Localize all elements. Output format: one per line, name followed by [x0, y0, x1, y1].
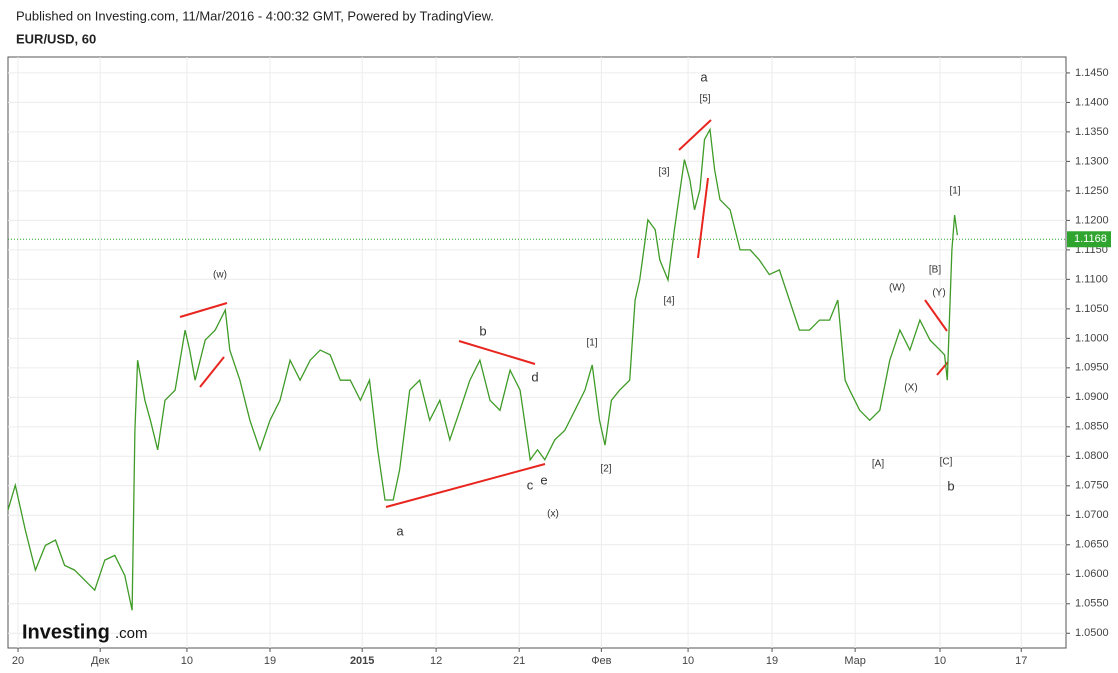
x-tick-label: 21	[513, 655, 525, 667]
y-tick-label: 1.0900	[1075, 391, 1109, 403]
y-tick-label: 1.0850	[1075, 421, 1109, 433]
grid	[8, 57, 1066, 648]
y-tick-label: 1.1000	[1075, 332, 1109, 344]
x-tick-label: 19	[766, 655, 778, 667]
x-tick-label: 10	[181, 655, 193, 667]
wave-label: d	[531, 369, 538, 384]
wave-label: [B]	[929, 265, 941, 276]
logo-brand: Investing	[22, 621, 110, 643]
x-tick-label: 17	[1015, 655, 1027, 667]
plot-frame	[7, 56, 1067, 649]
wave-label: a	[396, 523, 404, 538]
wave-label: [1]	[586, 338, 597, 349]
trend-line	[697, 177, 709, 259]
published-note: Published on Investing.com, 11/Mar/2016 …	[16, 8, 494, 23]
y-tick-label: 1.1250	[1075, 185, 1109, 197]
y-tick-label: 1.0950	[1075, 362, 1109, 374]
y-tick-label: 1.1100	[1075, 273, 1108, 285]
price-line	[7, 127, 959, 611]
y-tick-label: 1.1050	[1075, 303, 1109, 315]
y-tick-label: 1.1300	[1075, 155, 1109, 167]
y-tick-label: 1.1400	[1075, 96, 1109, 108]
wave-label: [3]	[658, 167, 669, 178]
wave-label: [1]	[949, 186, 960, 197]
last-price-box	[1067, 231, 1111, 248]
x-tick-label: 19	[264, 655, 276, 667]
y-tick-label: 1.0800	[1075, 450, 1109, 462]
wave-label: [5]	[699, 94, 710, 105]
logo-suffix: .com	[115, 625, 148, 642]
y-tick-label: 1.0750	[1075, 480, 1109, 492]
wave-label: [4]	[663, 296, 674, 307]
wave-label: [2]	[600, 464, 611, 475]
x-tick-label: 20	[12, 655, 24, 667]
symbol-title: EUR/USD, 60	[16, 31, 96, 46]
trend-line	[179, 302, 228, 318]
wave-label: [C]	[940, 457, 953, 468]
wave-label: (W)	[889, 283, 905, 294]
y-tick-label: 1.0650	[1075, 539, 1109, 551]
wave-label: (Y)	[932, 288, 945, 299]
y-tick-label: 1.0500	[1075, 627, 1109, 639]
x-tick-label: Дек	[91, 655, 110, 667]
wave-label: (X)	[904, 383, 917, 394]
x-tick-label: 10	[682, 655, 694, 667]
trend-line	[385, 463, 546, 508]
wave-label: e	[540, 472, 547, 487]
x-tick-label: 12	[430, 655, 442, 667]
wave-label: a	[700, 69, 708, 84]
trend-line	[458, 340, 536, 365]
last-price-label: 1.1168	[1074, 233, 1107, 245]
wave-label: b	[479, 323, 486, 338]
y-tick-label: 1.1200	[1075, 214, 1109, 226]
y-tick-label: 1.0600	[1075, 568, 1109, 580]
trend-line	[924, 299, 948, 332]
y-tick-label: 1.0550	[1075, 598, 1109, 610]
wave-label: (x)	[547, 509, 559, 520]
trend-line	[678, 119, 712, 151]
x-tick-label: Фев	[591, 655, 611, 667]
wave-label: c	[527, 477, 534, 492]
wave-label: [A]	[872, 459, 884, 470]
y-tick-label: 1.0700	[1075, 509, 1109, 521]
x-tick-label: Мар	[844, 655, 866, 667]
wave-label: (w)	[213, 270, 227, 281]
x-tick-label: 2015	[350, 655, 374, 667]
wave-label: b	[947, 478, 954, 493]
y-tick-label: 1.1450	[1075, 67, 1109, 79]
y-tick-label: 1.1350	[1075, 126, 1109, 138]
x-tick-label: 10	[934, 655, 946, 667]
trend-line	[199, 356, 225, 388]
